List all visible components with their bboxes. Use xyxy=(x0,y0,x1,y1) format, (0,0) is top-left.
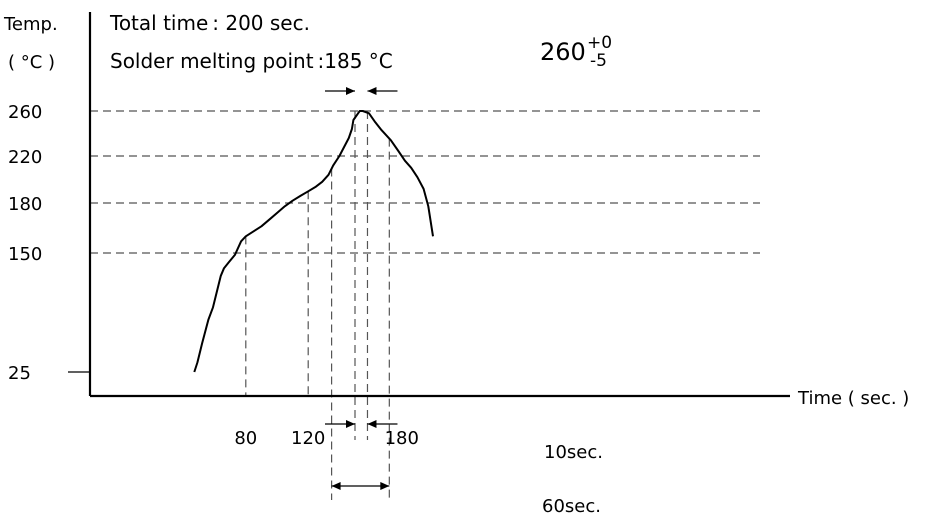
x-axis-label: Time ( sec. ) xyxy=(797,388,909,409)
peak-value-label: 260 xyxy=(540,38,586,66)
peak-tolerance-minus: -5 xyxy=(590,51,607,71)
y-tick-label-220: 220 xyxy=(8,147,42,168)
peak-tolerance-plus: +0 xyxy=(587,33,612,53)
note-melting-point: Solder melting point :185 °C xyxy=(110,49,393,73)
peak-bottom-left-arrow xyxy=(346,420,355,428)
x-tick-label-180: 180 xyxy=(385,428,419,449)
peak-bottom-right-arrow xyxy=(367,420,377,428)
y-axis-label-temp: Temp. xyxy=(3,14,58,35)
above-220-left-arrow xyxy=(331,482,341,490)
axes xyxy=(68,12,790,398)
y-tick-label-150: 150 xyxy=(8,244,42,265)
above-220-label: 60sec. xyxy=(542,496,601,516)
y-tick-label-180: 180 xyxy=(8,194,42,215)
above-220-right-arrow xyxy=(380,482,390,490)
guide-lines xyxy=(90,110,760,500)
x-tick-label-80: 80 xyxy=(234,428,257,449)
peak-top-right-arrow xyxy=(367,87,377,95)
peak-width-label: 10sec. xyxy=(544,442,603,463)
y-tick-label-260: 260 xyxy=(8,102,42,123)
x-tick-label-120: 120 xyxy=(291,428,325,449)
temperature-profile-line xyxy=(193,110,434,373)
y-axis-label-unit: ( °C ) xyxy=(8,52,55,73)
note-total-time: Total time : 200 sec. xyxy=(109,11,310,35)
dimension-markers xyxy=(325,87,398,490)
peak-top-left-arrow xyxy=(346,87,355,95)
tick-labels: 25 150 180 220 260 80 120 180 xyxy=(8,102,419,449)
y-tick-label-25: 25 xyxy=(8,363,31,384)
temperature-curve xyxy=(193,110,434,373)
